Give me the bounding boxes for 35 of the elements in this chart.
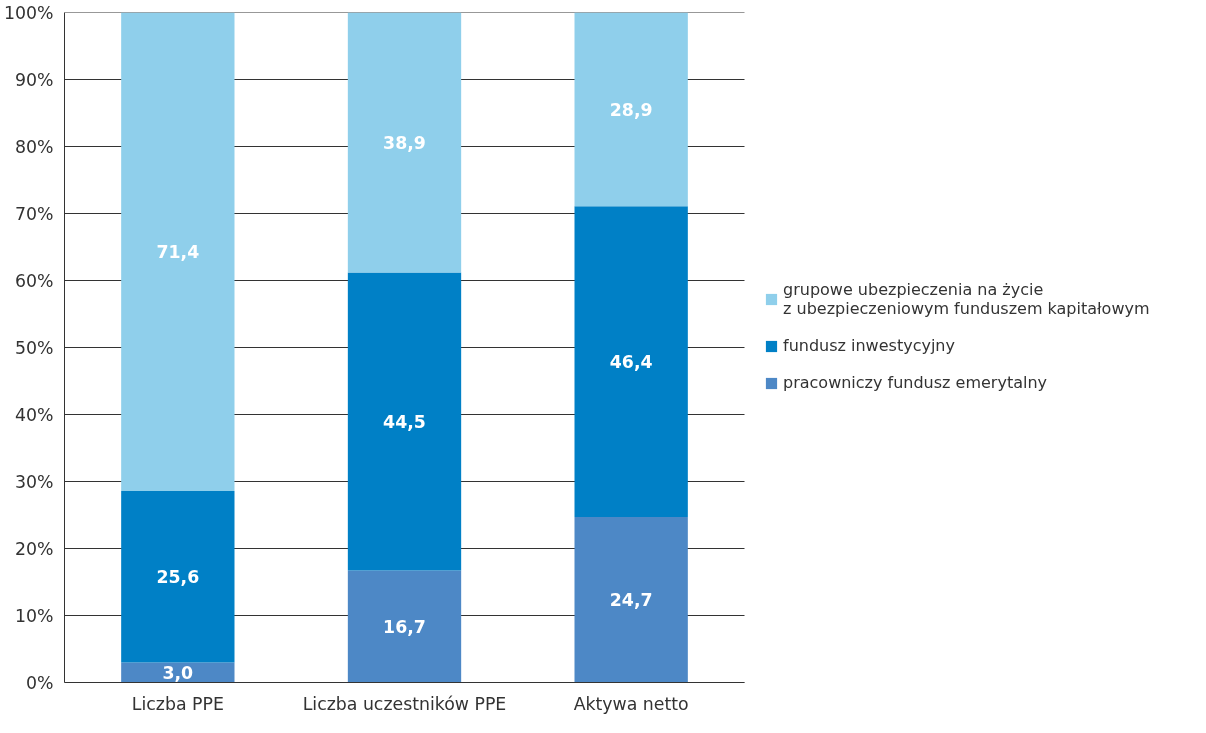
data-label: 44,5 bbox=[383, 412, 426, 433]
bar bbox=[347, 272, 462, 571]
y-tick-label: 40% bbox=[14, 404, 54, 425]
y-tick-label: 80% bbox=[14, 136, 54, 157]
x-tick-label: Aktywa netto bbox=[573, 693, 689, 714]
x-tick-label: Liczba uczestników PPE bbox=[302, 693, 507, 714]
data-label: 25,6 bbox=[156, 567, 200, 588]
data-label: 24,7 bbox=[609, 590, 653, 611]
bar bbox=[574, 206, 688, 518]
y-tick-label: 10% bbox=[14, 605, 54, 626]
y-tick-label: 60% bbox=[14, 270, 54, 291]
data-label: 71,4 bbox=[156, 242, 200, 263]
bar bbox=[121, 662, 235, 683]
legend-label: pracowniczy fundusz emerytalny bbox=[783, 373, 1048, 392]
data-label: 16,7 bbox=[383, 617, 426, 638]
y-tick-label: 90% bbox=[14, 69, 54, 90]
data-label: 46,4 bbox=[609, 352, 653, 373]
x-tick-label: Liczba PPE bbox=[131, 693, 224, 714]
y-tick-label: 100% bbox=[3, 2, 54, 23]
data-label: 38,9 bbox=[383, 132, 426, 153]
y-tick-label: 70% bbox=[14, 203, 54, 224]
y-tick-label: 30% bbox=[14, 471, 54, 492]
bar bbox=[121, 12, 235, 491]
y-tick-label: 50% bbox=[14, 337, 54, 358]
legend-label: grupowe ubezpieczenia na życie z ubezpieczeniowym funduszem kapitałowym bbox=[783, 280, 1150, 318]
data-label: 3,0 bbox=[162, 662, 194, 683]
y-tick-label: 0% bbox=[26, 672, 54, 693]
bar bbox=[347, 12, 462, 273]
bar bbox=[347, 570, 462, 683]
y-tick-label: 20% bbox=[14, 538, 54, 559]
legend-label: fundusz inwestycyjny bbox=[783, 336, 955, 355]
data-label: 28,9 bbox=[609, 99, 653, 120]
bar bbox=[574, 517, 688, 683]
bar bbox=[574, 12, 688, 207]
bar bbox=[121, 490, 235, 663]
